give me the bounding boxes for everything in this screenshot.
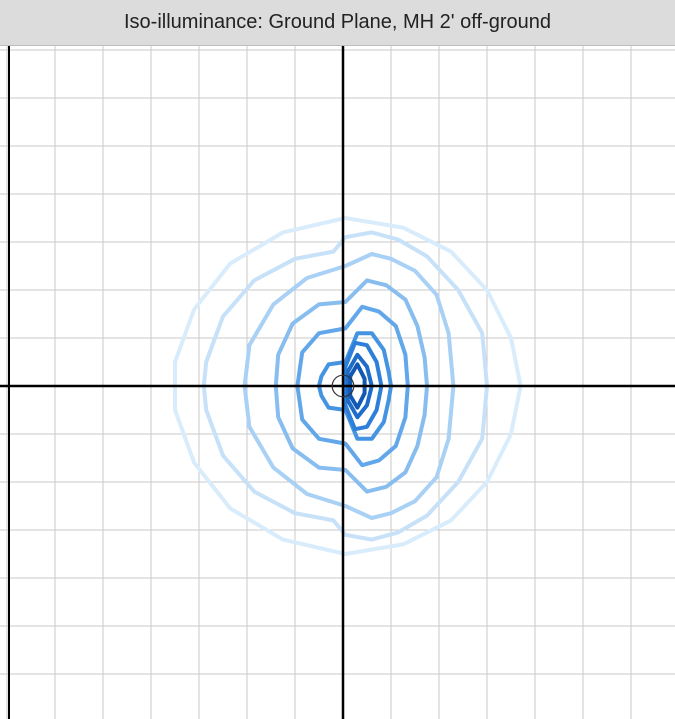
iso-contour-line-8: [345, 352, 374, 420]
chart-title-bar: Iso-illuminance: Ground Plane, MH 2' off…: [0, 0, 675, 46]
iso-contour-line-2: [201, 230, 489, 542]
iso-contour-line-4: [273, 278, 429, 494]
iso-contour-line-3: [242, 252, 456, 520]
contour-chart: [0, 46, 675, 719]
iso-contour-line-7: [343, 340, 384, 432]
contour-layer: [173, 216, 523, 556]
iso-contour-line-6: [317, 331, 393, 441]
iso-illuminance-plot: [0, 46, 675, 719]
iso-contour-line-1: [173, 216, 523, 556]
fixture-layer: [331, 374, 355, 398]
fixture-marker: [331, 374, 355, 398]
iso-contour-line-9: [348, 362, 367, 410]
iso-contour-line-5: [295, 304, 410, 468]
axes-layer: [0, 46, 675, 719]
chart-title: Iso-illuminance: Ground Plane, MH 2' off…: [123, 11, 551, 33]
grid-layer: [0, 46, 675, 719]
